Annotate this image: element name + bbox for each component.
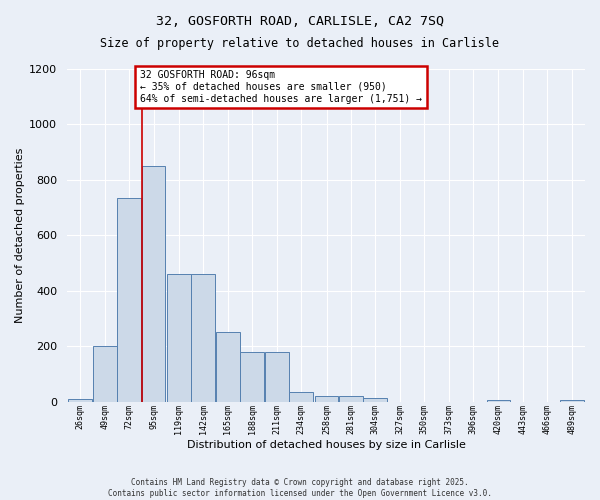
Text: 32, GOSFORTH ROAD, CARLISLE, CA2 7SQ: 32, GOSFORTH ROAD, CARLISLE, CA2 7SQ	[156, 15, 444, 28]
Bar	[339, 396, 363, 402]
Y-axis label: Number of detached properties: Number of detached properties	[15, 148, 25, 323]
Bar	[216, 332, 240, 402]
Bar	[142, 166, 166, 402]
Bar	[93, 346, 116, 402]
Bar	[289, 392, 313, 402]
Bar	[117, 198, 141, 402]
Bar	[191, 274, 215, 402]
Text: Size of property relative to detached houses in Carlisle: Size of property relative to detached ho…	[101, 38, 499, 51]
Text: Contains HM Land Registry data © Crown copyright and database right 2025.
Contai: Contains HM Land Registry data © Crown c…	[108, 478, 492, 498]
Bar	[68, 399, 92, 402]
X-axis label: Distribution of detached houses by size in Carlisle: Distribution of detached houses by size …	[187, 440, 466, 450]
Bar	[167, 274, 191, 402]
Bar	[314, 396, 338, 402]
Bar	[240, 352, 264, 402]
Bar	[487, 400, 511, 402]
Bar	[560, 400, 584, 402]
Bar	[364, 398, 388, 402]
Text: 32 GOSFORTH ROAD: 96sqm
← 35% of detached houses are smaller (950)
64% of semi-d: 32 GOSFORTH ROAD: 96sqm ← 35% of detache…	[140, 70, 422, 104]
Bar	[265, 352, 289, 402]
